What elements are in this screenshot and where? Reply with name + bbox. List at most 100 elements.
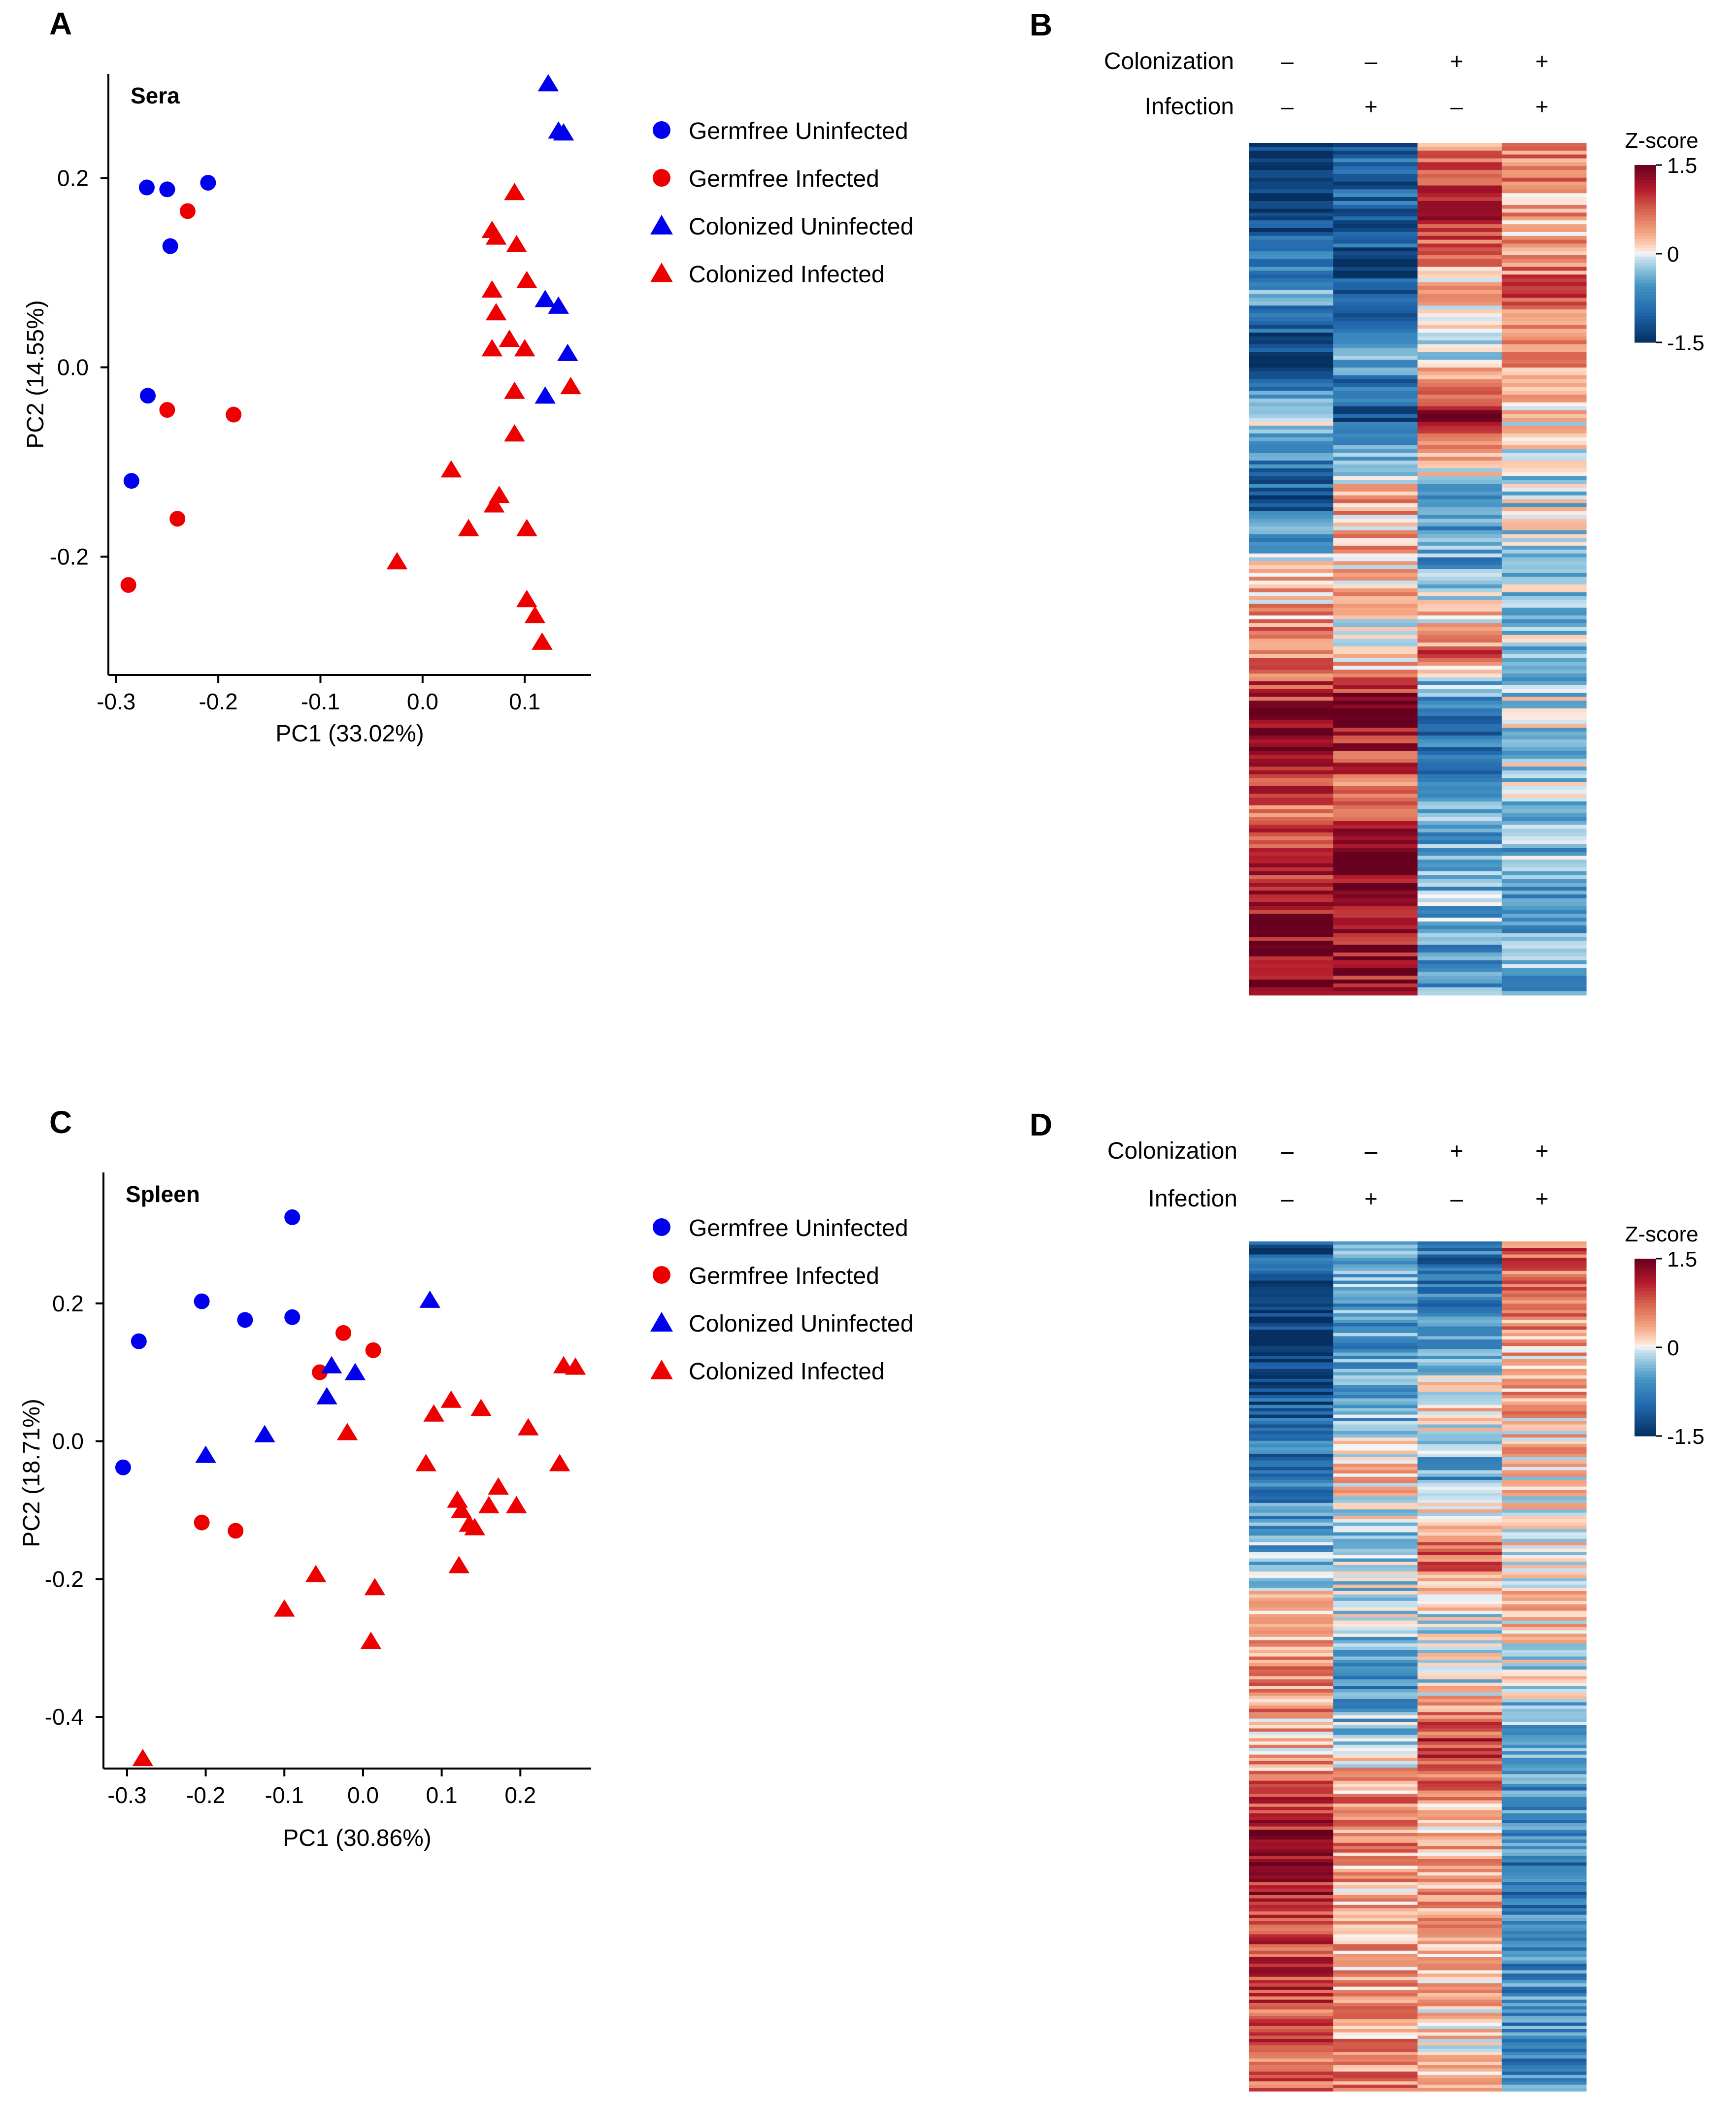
heatmap-cell bbox=[1249, 1794, 1334, 1798]
heatmap-cell bbox=[1333, 325, 1418, 330]
heatmap-cell bbox=[1502, 1823, 1587, 1827]
heatmap-cell bbox=[1249, 360, 1334, 364]
heatmap-cell bbox=[1502, 1408, 1587, 1412]
heatmap-cell bbox=[1249, 720, 1334, 725]
heatmap-cell bbox=[1417, 449, 1502, 453]
heatmap-cell bbox=[1333, 1728, 1418, 1732]
heatmap-cell bbox=[1502, 1627, 1587, 1631]
heatmap-cell bbox=[1249, 1637, 1334, 1641]
heatmap-cell bbox=[1417, 1486, 1502, 1490]
heatmap-cell bbox=[1333, 642, 1418, 647]
heatmap-cell bbox=[1502, 402, 1587, 407]
heatmap-cell bbox=[1502, 2036, 1587, 2039]
colorbar-swatch bbox=[1635, 1433, 1656, 1437]
legend-label-colonized-uninfected: Colonized Uninfected bbox=[689, 1311, 913, 1337]
heatmap-cell bbox=[1249, 197, 1334, 201]
heatmap-cell bbox=[1417, 1666, 1502, 1670]
heatmap-cell bbox=[1417, 503, 1502, 507]
colorbar-swatch bbox=[1635, 251, 1656, 254]
heatmap-cell bbox=[1502, 1637, 1587, 1641]
heatmap-cell bbox=[1249, 1914, 1334, 1918]
heatmap-cell bbox=[1502, 1294, 1587, 1298]
heatmap-cell bbox=[1502, 317, 1587, 322]
heatmap-cell bbox=[1417, 1954, 1502, 1958]
heatmap-cell bbox=[1502, 1434, 1587, 1438]
heatmap-cell bbox=[1333, 514, 1418, 519]
heatmap-cell bbox=[1333, 1529, 1418, 1533]
heatmap-cell bbox=[1502, 863, 1587, 868]
heatmap-cell bbox=[1417, 499, 1502, 503]
heatmap-cell bbox=[1333, 844, 1418, 848]
colorbar-swatch bbox=[1635, 1427, 1656, 1431]
heatmap-cell bbox=[1249, 507, 1334, 511]
heatmap-cell bbox=[1417, 255, 1502, 260]
heatmap-cell bbox=[1333, 1751, 1418, 1755]
heatmap-cell bbox=[1249, 1460, 1334, 1464]
heatmap-cell bbox=[1502, 553, 1587, 558]
heatmap-cell bbox=[1249, 1284, 1334, 1288]
colorbar-swatch bbox=[1635, 271, 1656, 275]
heatmap-cell bbox=[1417, 1359, 1502, 1363]
heatmap-cell bbox=[1333, 503, 1418, 507]
heatmap-cell bbox=[1417, 797, 1502, 802]
heatmap-cell bbox=[1333, 2065, 1418, 2069]
colorbar-swatch bbox=[1635, 286, 1656, 290]
heatmap-cell bbox=[1502, 859, 1587, 864]
heatmap-cell bbox=[1502, 565, 1587, 569]
heatmap-cell bbox=[1502, 270, 1587, 275]
heatmap-cell bbox=[1417, 321, 1502, 326]
panel-d-header: Colonization – – + +Infection – + – + bbox=[1107, 1138, 1549, 1212]
heatmap-cell bbox=[1333, 2068, 1418, 2072]
heatmap-cell bbox=[1333, 2022, 1418, 2026]
heatmap-cell bbox=[1249, 456, 1334, 461]
heatmap-cell bbox=[1417, 1565, 1502, 1569]
heatmap-cell bbox=[1417, 596, 1502, 601]
heatmap-cell bbox=[1333, 747, 1418, 752]
heatmap-cell bbox=[1249, 1614, 1334, 1618]
heatmap-cell bbox=[1502, 1784, 1587, 1788]
heatmap-cell bbox=[1333, 1532, 1418, 1536]
heatmap-cell bbox=[1249, 1588, 1334, 1592]
heatmap-cell bbox=[1249, 1362, 1334, 1366]
heatmap-cell bbox=[1502, 1872, 1587, 1876]
heatmap-cell bbox=[1249, 1421, 1334, 1425]
heatmap-cell bbox=[1333, 329, 1418, 333]
heatmap-cell bbox=[1249, 1902, 1334, 1905]
heatmap-cell bbox=[1249, 658, 1334, 663]
heatmap-cell bbox=[1249, 1869, 1334, 1873]
heatmap-cell bbox=[1249, 1640, 1334, 1644]
heatmap-cell bbox=[1417, 433, 1502, 438]
heatmap-cell bbox=[1249, 677, 1334, 682]
heatmap-cell bbox=[1333, 1872, 1418, 1876]
heatmap-cell bbox=[1502, 1320, 1587, 1324]
colorbar-swatch bbox=[1635, 1324, 1656, 1327]
heatmap-cell bbox=[1333, 1875, 1418, 1879]
heatmap-cell bbox=[1502, 1650, 1587, 1654]
heatmap-cell bbox=[1417, 526, 1502, 531]
heatmap-cell bbox=[1333, 732, 1418, 736]
heatmap-cell bbox=[1417, 1856, 1502, 1860]
heatmap-cell bbox=[1249, 592, 1334, 597]
heatmap-cell bbox=[1333, 751, 1418, 756]
heatmap-cell bbox=[1333, 1888, 1418, 1892]
heatmap-cell bbox=[1502, 1565, 1587, 1569]
heatmap-cell bbox=[1249, 1725, 1334, 1729]
heatmap-cell bbox=[1249, 1506, 1334, 1510]
heatmap-cell bbox=[1333, 669, 1418, 674]
heatmap-cell bbox=[1333, 929, 1418, 934]
heatmap-cell bbox=[1417, 902, 1502, 906]
heatmap-cell bbox=[1333, 2074, 1418, 2079]
heatmap-cell bbox=[1502, 1666, 1587, 1670]
heatmap-cell bbox=[1502, 1624, 1587, 1628]
heatmap-cell bbox=[1417, 1751, 1502, 1755]
heatmap-cell bbox=[1502, 1614, 1587, 1618]
heatmap-cell bbox=[1333, 143, 1418, 147]
heatmap-cell bbox=[1502, 1758, 1587, 1762]
heatmap-cell bbox=[1249, 1650, 1334, 1654]
heatmap-cell bbox=[1333, 580, 1418, 585]
panel-d: D Colonization – – + +Infection – + – + Z-score1… bbox=[1030, 1107, 1704, 2092]
heatmap-cell bbox=[1502, 1244, 1587, 1248]
heatmap-cell bbox=[1417, 1581, 1502, 1585]
